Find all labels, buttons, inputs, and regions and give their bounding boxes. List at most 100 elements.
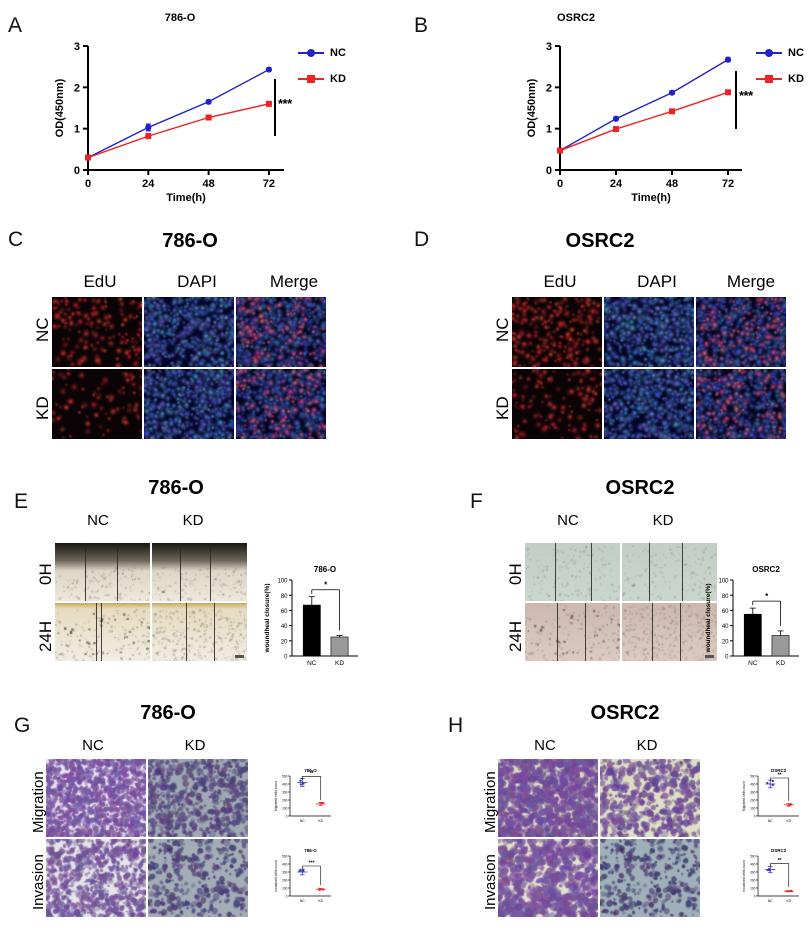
scratch-image [622, 543, 717, 601]
nc-line-marker-icon [298, 48, 324, 58]
panel-letter-e: E [14, 490, 29, 513]
panel-b-significance: *** [739, 88, 753, 103]
svg-text:300: 300 [750, 871, 756, 875]
svg-text:200: 200 [750, 799, 756, 803]
transwell-image [46, 839, 146, 917]
panel-a-legend: NC KD [298, 44, 346, 96]
scale-bar [235, 655, 244, 658]
panel-letter-c: C [8, 228, 24, 251]
legend-item-nc: NC [298, 44, 346, 62]
panel-letter-d: D [414, 228, 430, 251]
legend-label-kd: KD [330, 73, 346, 85]
svg-text:500: 500 [282, 775, 288, 779]
svg-text:OSRC2: OSRC2 [771, 768, 787, 773]
svg-text:400: 400 [750, 783, 756, 787]
svg-text:KD: KD [318, 819, 323, 823]
svg-text:0: 0 [725, 655, 729, 661]
panel-letter-h: H [448, 714, 464, 737]
panel-f-col-kd: KD [652, 512, 674, 529]
svg-text:786-O: 786-O [304, 768, 317, 773]
svg-text:OD(450nm): OD(450nm) [526, 78, 538, 137]
svg-text:**: ** [778, 858, 782, 864]
svg-text:woundheal closure(%): woundheal closure(%) [264, 584, 271, 654]
panel-d-col-merge: Merge [726, 272, 776, 291]
panel-b-title: OSRC2 [557, 12, 595, 24]
legend-label-nc: NC [788, 47, 804, 59]
micrograph-cell [144, 369, 234, 439]
nc-line-marker-icon [756, 48, 782, 58]
micrograph-cell [236, 297, 326, 367]
panel-d-title: OSRC2 [565, 230, 635, 252]
svg-text:0: 0 [754, 895, 756, 899]
micrograph-cell [604, 369, 694, 439]
micrograph-cell [696, 369, 786, 439]
svg-text:NC: NC [300, 819, 305, 823]
legend-item-nc: NC [756, 44, 804, 62]
scratch-image [152, 603, 247, 661]
svg-text:60: 60 [722, 609, 729, 615]
panel-c-row-nc: NC [33, 317, 52, 343]
panel-d-col-dapi: DAPI [637, 272, 677, 291]
panel-c-col-edu: EdU [83, 272, 117, 291]
panel-d-col-edu: EdU [543, 272, 577, 291]
micrograph-cell [52, 369, 142, 439]
svg-text:786-O: 786-O [314, 565, 336, 574]
svg-text:100: 100 [718, 579, 729, 585]
svg-text:2: 2 [546, 82, 552, 94]
svg-text:1: 1 [546, 124, 552, 136]
svg-text:*: * [765, 592, 769, 601]
svg-text:100: 100 [750, 807, 756, 811]
panel-c-title: 786-O [162, 230, 218, 252]
svg-text:48: 48 [202, 178, 214, 190]
scratch-image [55, 543, 150, 601]
panel-b-sig-bracket [735, 71, 737, 129]
svg-text:Invasived cells count: Invasived cells count [274, 860, 278, 891]
svg-text:***: *** [309, 861, 315, 867]
transwell-image [46, 759, 146, 837]
panel-d-row-nc: NC [493, 317, 512, 343]
scratch-image [622, 603, 717, 661]
svg-text:24: 24 [610, 178, 623, 190]
micrograph-cell [512, 369, 602, 439]
panel-h-col-nc: NC [534, 737, 556, 754]
svg-text:KD: KD [776, 660, 785, 667]
panel-c-row-kd: KD [33, 396, 52, 420]
svg-text:500: 500 [750, 775, 756, 779]
panel-f-title: OSRC2 [605, 477, 675, 499]
svg-text:200: 200 [282, 799, 288, 803]
panel-d-image-grid [512, 297, 786, 439]
svg-text:80: 80 [281, 594, 288, 600]
panel-c-col-merge: Merge [269, 272, 319, 291]
scratch-image [152, 543, 247, 601]
svg-text:40: 40 [281, 624, 288, 630]
panel-g-row-invasion: Invasion [30, 854, 47, 910]
transwell-image [498, 759, 598, 837]
svg-text:786-O: 786-O [304, 848, 317, 853]
svg-text:0: 0 [754, 815, 756, 819]
micrograph-cell [236, 369, 326, 439]
svg-text:0: 0 [85, 178, 91, 190]
svg-text:**: ** [310, 771, 314, 777]
svg-text:NC: NC [307, 660, 317, 667]
svg-text:*: * [324, 581, 328, 590]
micrograph-cell [512, 297, 602, 367]
svg-text:OD(450nm): OD(450nm) [54, 78, 66, 137]
svg-text:100: 100 [277, 579, 288, 585]
transwell-image [148, 759, 248, 837]
svg-text:100: 100 [282, 887, 288, 891]
panel-a-sig-bracket [274, 79, 276, 136]
svg-text:400: 400 [282, 783, 288, 787]
legend-label-kd: KD [788, 73, 804, 85]
panel-g-invasion-scatter: 786-O 0 100 200 300 400 500 Invasived cells cou… [272, 845, 334, 907]
panel-g-title: 786-O [140, 702, 196, 724]
svg-text:**: ** [778, 773, 782, 779]
svg-text:OSRC2: OSRC2 [752, 565, 780, 574]
panel-letter-a: A [8, 14, 23, 37]
micrograph-cell [144, 297, 234, 367]
panel-f-col-nc: NC [557, 512, 579, 529]
kd-line-marker-icon [298, 74, 324, 84]
svg-text:KD: KD [318, 899, 323, 903]
panel-g-row-migration: Migration [30, 771, 47, 833]
svg-text:500: 500 [282, 855, 288, 859]
svg-text:300: 300 [750, 791, 756, 795]
